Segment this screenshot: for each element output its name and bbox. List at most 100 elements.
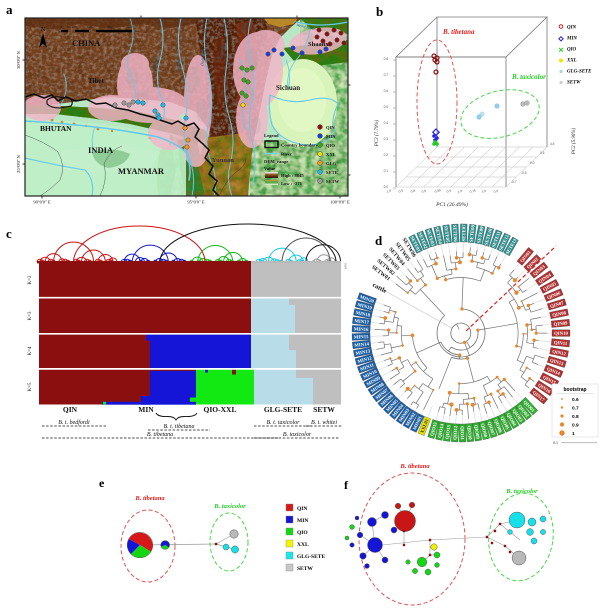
svg-text:MIN19: MIN19 <box>357 303 373 312</box>
svg-text:QIO07: QIO07 <box>486 421 495 437</box>
svg-text:K=4: K=4 <box>28 346 33 355</box>
svg-text:MIN01: MIN01 <box>413 415 424 431</box>
svg-text:QIO-XXL: QIO-XXL <box>204 405 237 414</box>
svg-text:SETE04: SETE04 <box>433 227 442 245</box>
svg-text:QIO15: QIO15 <box>430 421 439 437</box>
svg-text:N: N <box>41 26 46 33</box>
svg-text:e: e <box>99 476 105 490</box>
svg-text:km: km <box>135 29 140 33</box>
svg-text:0: 0 <box>60 25 62 29</box>
svg-text:B. tibetana: B. tibetana <box>134 495 165 502</box>
svg-text:Tibet: Tibet <box>88 77 104 85</box>
svg-text:QIN: QIN <box>567 25 577 30</box>
svg-text:XXL: XXL <box>297 542 309 548</box>
svg-text:QIO13: QIO13 <box>446 424 453 439</box>
svg-text:B. tibetana: B. tibetana <box>399 463 430 470</box>
svg-text:b: b <box>376 4 383 19</box>
svg-text:30°0'0" N: 30°0'0" N <box>16 50 21 69</box>
svg-text:GLG-SETE: GLG-SETE <box>567 69 592 74</box>
svg-text:BHUTAN: BHUTAN <box>40 124 72 133</box>
svg-text:SETE09: SETE09 <box>477 226 485 244</box>
svg-text:360: 360 <box>107 25 112 29</box>
svg-text:-0.8: -0.8 <box>409 189 416 194</box>
svg-text:0.4: 0.4 <box>384 121 389 125</box>
svg-text:QIN: QIN <box>297 506 307 512</box>
svg-text:0.6: 0.6 <box>384 89 389 93</box>
svg-text:MIN16: MIN16 <box>354 327 369 333</box>
svg-text:MIN: MIN <box>297 518 308 524</box>
svg-text:B. t. tibetana: B. t. tibetana <box>164 424 195 430</box>
svg-text:K=2: K=2 <box>28 275 33 284</box>
svg-text:90°0'0" E: 90°0'0" E <box>33 200 51 205</box>
svg-text:Value: Value <box>264 166 275 171</box>
svg-text:QIN10: QIN10 <box>554 332 568 337</box>
svg-text:QIN12: QIN12 <box>552 350 567 358</box>
svg-text:4.5: 4.5 <box>550 142 555 146</box>
svg-text:25°0'0" N: 25°0'0" N <box>16 154 21 173</box>
svg-text:Minjiang: Minjiang <box>217 45 225 61</box>
svg-text:Shaanxi: Shaanxi <box>308 41 331 48</box>
svg-text:1.0: 1.0 <box>457 189 463 194</box>
svg-text:Lancang: Lancang <box>151 55 159 71</box>
svg-text:0.7: 0.7 <box>384 73 389 77</box>
svg-text:d: d <box>375 233 383 248</box>
svg-text:0.8: 0.8 <box>384 57 389 61</box>
svg-text:QIO14: QIO14 <box>438 423 446 438</box>
svg-text:QIN06: QIN06 <box>547 291 562 301</box>
svg-text:f: f <box>344 478 349 492</box>
svg-text:PC3 (7.79%): PC3 (7.79%) <box>375 119 380 147</box>
svg-text:XXL: XXL <box>566 58 577 63</box>
svg-text:MIN10: MIN10 <box>363 370 379 381</box>
svg-text:MIN11: MIN11 <box>360 363 376 373</box>
svg-text:MIN13: MIN13 <box>355 349 371 357</box>
svg-text:Weihe River: Weihe River <box>296 22 316 31</box>
svg-text:GLG-SETE: GLG-SETE <box>264 405 302 414</box>
svg-text:0.2: 0.2 <box>384 153 389 157</box>
svg-text:MIN15: MIN15 <box>354 335 369 341</box>
svg-text:SETE10: SETE10 <box>485 228 495 246</box>
svg-text:B. t. taxicolor: B. t. taxicolor <box>267 420 301 426</box>
svg-text:PC2 (5.96%): PC2 (5.96%) <box>572 127 577 155</box>
svg-text:0.9: 0.9 <box>572 423 579 429</box>
svg-text:3.0: 3.0 <box>481 189 487 194</box>
svg-text:QIN13: QIN13 <box>549 359 564 368</box>
svg-text:MIN14: MIN14 <box>354 342 370 349</box>
svg-text:QIO04: QIO04 <box>505 413 517 428</box>
svg-text:a: a <box>6 2 13 17</box>
svg-text:B. tibetana: B. tibetana <box>442 28 475 36</box>
svg-text:QIO: QIO <box>297 530 308 536</box>
svg-text:0.0: 0.0 <box>384 185 389 189</box>
svg-text:INDIA: INDIA <box>88 145 114 155</box>
svg-text:DEM_range: DEM_range <box>264 159 288 164</box>
svg-text:-0.7: -0.7 <box>511 180 517 184</box>
svg-text:QIO11: QIO11 <box>459 426 464 441</box>
svg-text:QIO: QIO <box>326 143 335 148</box>
svg-text:QIO10: QIO10 <box>465 425 471 440</box>
svg-text:QIN11: QIN11 <box>553 341 568 347</box>
svg-text:SETW: SETW <box>297 566 313 572</box>
svg-text:Country boundary: Country boundary <box>281 143 319 148</box>
svg-text:bootstrap: bootstrap <box>563 387 586 393</box>
svg-text:0.7: 0.7 <box>572 406 579 412</box>
svg-text:95°0'0" E: 95°0'0" E <box>187 200 205 205</box>
svg-text:0.5: 0.5 <box>540 151 545 155</box>
svg-text:240: 240 <box>86 25 91 29</box>
svg-text:MIN: MIN <box>138 405 154 414</box>
svg-text:-0.90: -0.90 <box>433 188 441 194</box>
svg-text:0.75: 0.75 <box>469 188 476 194</box>
svg-text:QIN07: QIN07 <box>550 301 565 310</box>
svg-text:MIN20: MIN20 <box>359 295 375 305</box>
svg-text:XXL01: XXL01 <box>420 418 430 434</box>
svg-text:Jialing: Jialing <box>239 22 247 34</box>
svg-text:60 120: 60 120 <box>67 25 77 29</box>
svg-text:GLG: GLG <box>326 161 337 166</box>
svg-text:SETE05: SETE05 <box>442 225 449 243</box>
svg-text:MIN17: MIN17 <box>354 319 370 326</box>
svg-text:1: 1 <box>572 431 575 437</box>
svg-text:0.5: 0.5 <box>384 105 389 109</box>
svg-text:QIN08: QIN08 <box>552 311 567 319</box>
svg-text:MIN09: MIN09 <box>366 376 382 388</box>
svg-text:SETW: SETW <box>567 80 581 85</box>
svg-text:B. taxicolor: B. taxicolor <box>213 503 246 510</box>
svg-text:B. t. bedfordi: B. t. bedfordi <box>58 419 90 426</box>
